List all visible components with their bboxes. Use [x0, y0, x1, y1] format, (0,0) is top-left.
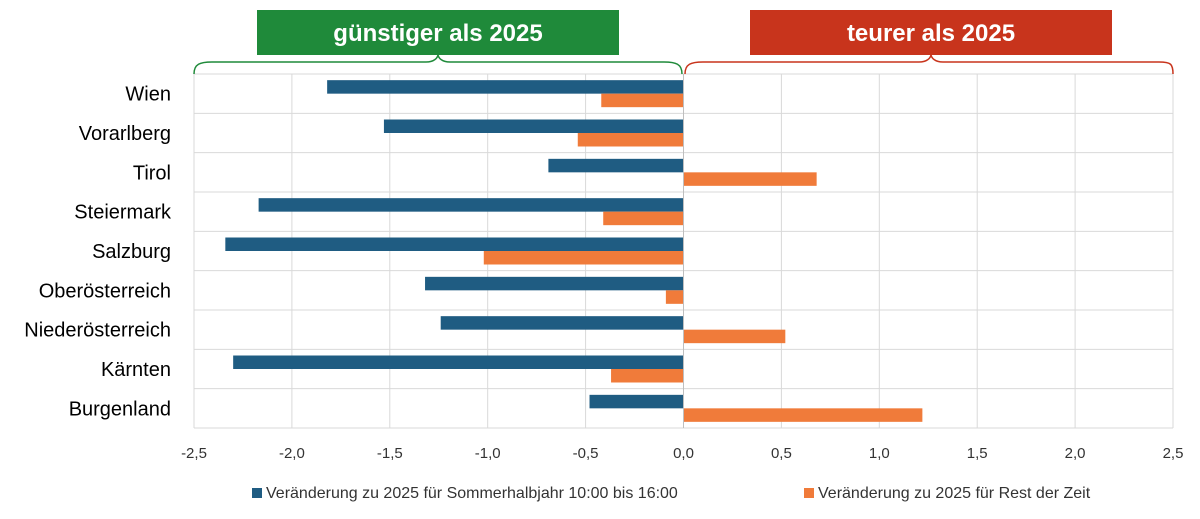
bar-series-1 [589, 394, 684, 409]
bar-series-1 [327, 80, 684, 94]
bar-series-1 [425, 276, 684, 291]
bar-series-2 [683, 329, 786, 344]
legend: Veränderung zu 2025 für Sommerhalbjahr 1… [252, 485, 1091, 502]
legend-label-series-2: Veränderung zu 2025 für Rest der Zeit [818, 485, 1091, 502]
bar-series-1 [383, 119, 684, 133]
cheaper-badge [257, 10, 619, 55]
cheaper-brace [193, 53, 683, 75]
pricier-annotation: teurer als 2025 [684, 10, 1174, 75]
x-tick-label: 2,5 [1163, 445, 1184, 462]
bar-series-2 [577, 133, 684, 147]
bar-series-2 [683, 172, 817, 186]
bar-series-1 [440, 316, 684, 330]
category-labels: Wien Vorarlberg Tirol Steiermark Salzburg Obe… [24, 84, 172, 421]
bar-series-2 [611, 369, 684, 383]
x-tick-label: 1,0 [869, 445, 890, 462]
bars [225, 74, 923, 428]
x-tick-label: -2,0 [279, 445, 305, 462]
x-tick-label: 0,0 [673, 445, 694, 462]
category-label: Vorarlberg [79, 123, 171, 145]
cheaper-annotation: günstiger als 2025 [193, 10, 683, 75]
category-label: Tirol [133, 162, 171, 184]
x-tick-label: -0,5 [573, 445, 599, 462]
x-tick-label: -2,5 [181, 445, 207, 462]
x-axis-tick-labels: -2,5 -2,0 -1,5 -1,0 -0,5 0,0 0,5 1,0 1,5 2,0 2,5 [181, 445, 1183, 462]
x-tick-label: -1,0 [475, 445, 501, 462]
x-tick-label: 1,5 [967, 445, 988, 462]
category-label: Wien [125, 84, 171, 106]
legend-swatch-series-2 [804, 488, 814, 498]
bar-series-2 [665, 290, 684, 304]
pricier-badge [750, 10, 1112, 55]
bar-series-1 [258, 198, 684, 212]
category-label: Niederösterreich [24, 320, 171, 342]
bar-series-1 [548, 158, 684, 173]
pricier-brace [684, 53, 1174, 75]
x-tick-label: -1,5 [377, 445, 403, 462]
bar-series-2 [683, 408, 923, 422]
bar-series-1 [233, 355, 684, 369]
category-label: Oberösterreich [39, 280, 171, 302]
bar-series-2 [601, 93, 684, 108]
category-label: Burgenland [69, 398, 171, 420]
legend-label-series-1: Veränderung zu 2025 für Sommerhalbjahr 1… [266, 485, 678, 502]
category-label: Salzburg [92, 241, 171, 263]
bar-series-1 [225, 237, 684, 251]
category-label: Steiermark [74, 202, 172, 224]
x-tick-label: 2,0 [1065, 445, 1086, 462]
pricier-badge-label: teurer als 2025 [847, 20, 1015, 47]
x-tick-label: 0,5 [771, 445, 792, 462]
category-label: Kärnten [101, 359, 171, 381]
cheaper-badge-label: günstiger als 2025 [333, 20, 542, 47]
bar-series-2 [603, 211, 684, 226]
bar-series-2 [483, 251, 684, 265]
legend-swatch-series-1 [252, 488, 262, 498]
